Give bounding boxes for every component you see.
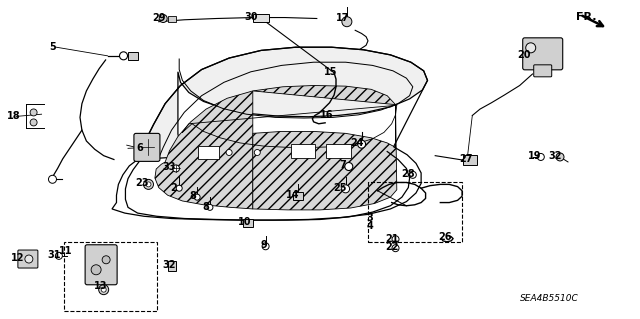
Bar — [127, 52, 138, 60]
Text: 19: 19 — [527, 151, 541, 161]
Circle shape — [101, 287, 106, 292]
Circle shape — [538, 153, 544, 160]
Text: 10: 10 — [237, 217, 252, 227]
Text: 5: 5 — [49, 42, 56, 52]
Text: 20: 20 — [516, 50, 531, 60]
Text: 22: 22 — [385, 242, 399, 252]
Bar — [64, 242, 157, 311]
Circle shape — [176, 185, 182, 191]
FancyBboxPatch shape — [18, 250, 38, 268]
Bar — [463, 155, 477, 165]
Text: 12: 12 — [11, 253, 25, 263]
Text: 13: 13 — [94, 281, 108, 292]
Text: 31: 31 — [47, 249, 61, 260]
Circle shape — [49, 175, 56, 183]
Text: 25: 25 — [333, 182, 348, 193]
Bar — [243, 219, 253, 227]
Text: 24: 24 — [350, 138, 364, 148]
Circle shape — [146, 182, 151, 187]
Text: 6: 6 — [136, 143, 143, 153]
Circle shape — [25, 255, 33, 263]
Text: 18: 18 — [7, 111, 21, 122]
Bar — [292, 192, 303, 200]
Circle shape — [56, 252, 62, 259]
Text: 9: 9 — [260, 240, 267, 250]
Text: 32: 32 — [548, 151, 563, 161]
Circle shape — [556, 153, 564, 161]
Circle shape — [392, 236, 399, 243]
Circle shape — [525, 43, 536, 53]
Text: 4: 4 — [367, 221, 373, 231]
Circle shape — [91, 265, 101, 275]
Bar — [368, 182, 462, 242]
Circle shape — [30, 109, 37, 116]
Text: 7: 7 — [339, 160, 346, 170]
FancyBboxPatch shape — [134, 133, 160, 161]
Text: FR.: FR. — [576, 11, 596, 22]
FancyBboxPatch shape — [534, 65, 552, 77]
Circle shape — [99, 285, 109, 295]
Circle shape — [102, 256, 110, 264]
Circle shape — [410, 171, 416, 178]
Polygon shape — [291, 144, 315, 158]
Circle shape — [173, 165, 179, 172]
Circle shape — [262, 243, 269, 250]
Polygon shape — [326, 144, 351, 158]
Text: 3: 3 — [367, 212, 373, 223]
Text: 26: 26 — [438, 232, 452, 242]
Polygon shape — [253, 85, 397, 210]
Polygon shape — [198, 146, 219, 159]
Text: 8: 8 — [190, 191, 196, 201]
Text: 27: 27 — [459, 154, 473, 164]
Bar — [168, 16, 176, 21]
Circle shape — [342, 17, 352, 27]
Text: 17: 17 — [336, 12, 350, 23]
Circle shape — [254, 150, 260, 155]
Circle shape — [143, 179, 154, 189]
Circle shape — [342, 185, 349, 193]
Circle shape — [30, 119, 37, 126]
Polygon shape — [155, 91, 253, 209]
Bar — [253, 13, 269, 22]
FancyBboxPatch shape — [85, 245, 117, 285]
Text: 23: 23 — [135, 178, 149, 189]
Bar — [168, 261, 175, 271]
Circle shape — [358, 140, 365, 148]
Polygon shape — [138, 47, 428, 160]
Circle shape — [120, 52, 127, 60]
Text: 30: 30 — [244, 11, 258, 22]
FancyBboxPatch shape — [523, 38, 563, 70]
Text: 28: 28 — [401, 169, 415, 179]
Circle shape — [392, 245, 399, 252]
Circle shape — [207, 204, 213, 210]
Text: 11: 11 — [58, 246, 72, 256]
Text: 29: 29 — [152, 12, 166, 23]
Text: 8: 8 — [203, 202, 209, 212]
Text: SEA4B5510C: SEA4B5510C — [520, 294, 579, 303]
Text: 32: 32 — [163, 260, 177, 271]
Circle shape — [159, 14, 167, 23]
Circle shape — [345, 162, 353, 171]
Circle shape — [194, 194, 200, 200]
Text: 16: 16 — [319, 110, 333, 120]
Text: 15: 15 — [323, 67, 337, 77]
Text: 14: 14 — [286, 190, 300, 200]
Text: 21: 21 — [385, 234, 399, 244]
Text: 2: 2 — [171, 182, 177, 193]
Text: 33: 33 — [163, 162, 177, 173]
Circle shape — [226, 150, 232, 155]
